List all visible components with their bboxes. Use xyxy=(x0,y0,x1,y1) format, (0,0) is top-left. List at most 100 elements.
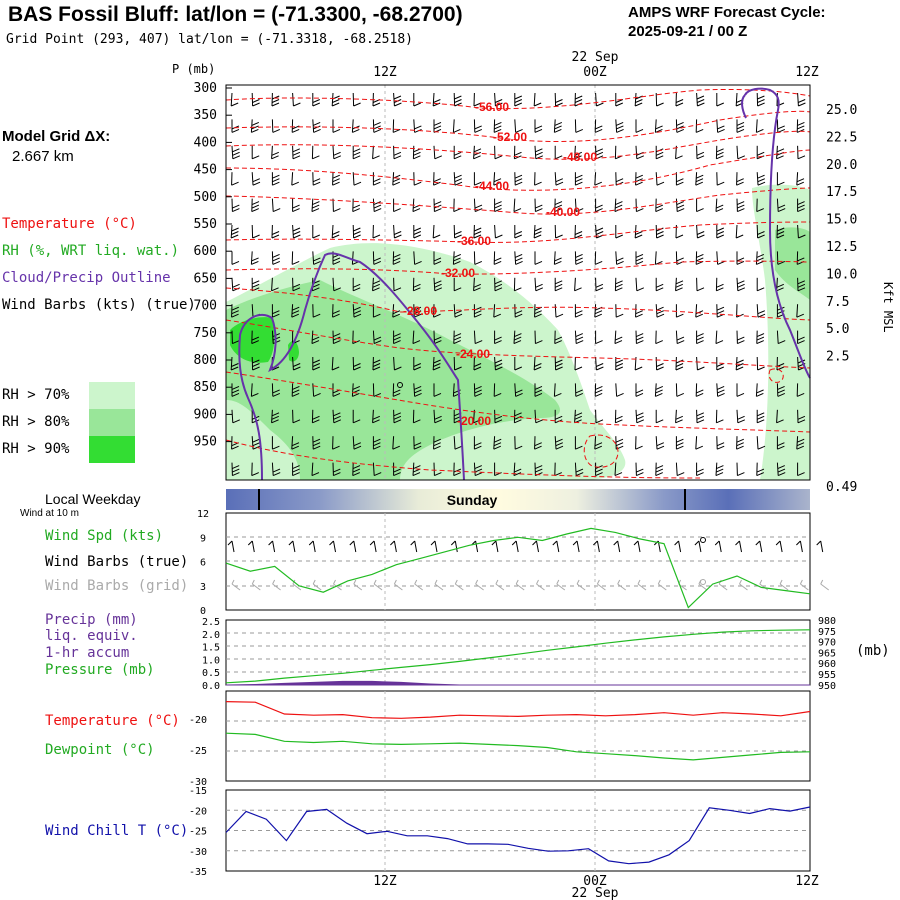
wind-barb xyxy=(715,277,724,292)
grid-wind-barb xyxy=(637,579,647,591)
surface-wind-barb-feather xyxy=(288,540,294,546)
wind-barb xyxy=(797,409,806,424)
wind-barb-shaft xyxy=(291,172,294,186)
chill-tick-label: -20 xyxy=(189,806,207,817)
wind-barb-feather xyxy=(332,128,341,133)
wind-barb-feather xyxy=(374,472,382,477)
wind-barb-feather xyxy=(292,419,301,424)
day-night-gradient xyxy=(226,489,810,510)
surface-wind-barb-shaft xyxy=(231,540,235,553)
wind-barb-feather xyxy=(251,340,259,345)
wind-barb-feather xyxy=(453,468,462,473)
wind-barb xyxy=(250,119,260,133)
wind-barb-feather xyxy=(696,231,705,235)
height-tick-label: 0.49 xyxy=(826,480,857,495)
wind-barb-feather xyxy=(272,181,280,186)
wind-barb-feather xyxy=(514,99,522,103)
wind-barb-feather xyxy=(797,419,806,424)
wind-barb-feather xyxy=(514,155,522,160)
wind-barb-feather xyxy=(494,125,502,130)
wind-barb-feather xyxy=(394,102,402,107)
precip-tick-label: 1.0 xyxy=(202,655,220,666)
wind-barb-feather xyxy=(232,340,240,345)
wind-barb-feather xyxy=(454,151,462,156)
wind-barb xyxy=(675,383,685,397)
wind-barb-feather xyxy=(433,99,441,103)
wind-barb-feather xyxy=(798,234,806,239)
wind-barb xyxy=(413,225,421,239)
wind-barb xyxy=(312,225,320,239)
surface-wind-barb-feather xyxy=(511,540,517,546)
grid-wind-barb-shaft xyxy=(231,583,241,591)
wind-barb-feather xyxy=(333,468,341,473)
wind-barb-feather xyxy=(474,465,482,470)
wind-barb-shaft xyxy=(655,172,658,186)
wind-barb-feather xyxy=(413,155,421,160)
wind-barb xyxy=(594,172,602,186)
legend-barbs-true: Wind Barbs (true) xyxy=(45,554,189,570)
wind-barb-feather xyxy=(333,472,341,477)
grid-wind-barb-feather xyxy=(515,579,519,585)
wind-barb-feather xyxy=(292,287,301,292)
wind-barb-shaft xyxy=(574,198,577,212)
wind-barb-feather xyxy=(594,128,603,133)
wind-barb-feather xyxy=(373,359,381,364)
cross-section-panel: -56.00-52.00-48.00-44.00-40.00-36.00-32.… xyxy=(172,50,895,495)
wind-barb xyxy=(433,119,442,133)
wind-barb-feather xyxy=(696,95,705,100)
wind-barb xyxy=(271,436,280,450)
surface-wind-barb-shaft xyxy=(759,540,763,553)
wind-barb-feather xyxy=(737,155,746,160)
wind-barb-feather xyxy=(331,102,340,107)
wind-barb-shaft xyxy=(352,172,355,186)
wind-barb-feather xyxy=(414,389,422,394)
wind-barb-feather xyxy=(434,415,442,420)
wind-barb-feather xyxy=(615,336,623,341)
wind-barb-feather xyxy=(292,151,301,156)
wind-barb-feather xyxy=(716,227,724,232)
wind-barb xyxy=(372,251,382,265)
wind-barb xyxy=(311,198,320,213)
wind-barb-feather xyxy=(736,438,745,443)
wind-barb-feather xyxy=(313,257,321,262)
wind-barb-feather xyxy=(374,208,382,213)
wind-barb-feather xyxy=(251,392,259,397)
top-time-label-12z-1: 12Z xyxy=(373,65,397,80)
wind-barb-feather xyxy=(414,260,422,265)
wind-barb-shaft xyxy=(655,436,658,450)
wind-barb-feather xyxy=(576,340,584,345)
surface-wind-barb-shaft xyxy=(272,540,276,553)
wind-barb-feather xyxy=(555,442,563,447)
wind-barb-shaft xyxy=(292,92,294,107)
wind-barb-feather xyxy=(716,155,724,160)
wind-barb xyxy=(796,172,805,186)
wind-barb xyxy=(493,119,502,133)
wind-barb-feather xyxy=(696,472,704,477)
wind-barb-feather xyxy=(757,234,765,239)
wind-barb xyxy=(655,277,664,292)
wind-barb xyxy=(493,436,502,450)
wind-barb-shaft xyxy=(351,251,354,265)
wind-barb-feather xyxy=(332,333,341,338)
wind-barb-shaft xyxy=(696,92,698,107)
wind-barb xyxy=(553,383,562,397)
wind-barb-shaft xyxy=(271,330,274,344)
wind-barb-feather xyxy=(656,419,664,424)
wind-barb-feather xyxy=(432,366,441,371)
pressure-tick-label: 450 xyxy=(194,163,217,178)
wind-barb-feather xyxy=(331,366,340,371)
surface-wind-barb-feather xyxy=(247,540,253,546)
temperature-contours xyxy=(225,88,811,479)
wind-barb xyxy=(311,145,320,160)
grid-wind-barb-feather xyxy=(353,579,357,585)
wind-barb-feather xyxy=(737,472,745,477)
wind-barb-feather xyxy=(353,227,361,232)
pressure-tick-label: 400 xyxy=(194,135,217,150)
wind-barb xyxy=(271,145,280,160)
wind-barb-feather xyxy=(696,336,704,341)
wind-barb-feather xyxy=(737,204,745,209)
wind-barb xyxy=(494,330,502,345)
wind-barb xyxy=(493,172,502,186)
wind-barb-feather xyxy=(494,257,502,262)
wind-tick-label: 9 xyxy=(200,533,206,544)
